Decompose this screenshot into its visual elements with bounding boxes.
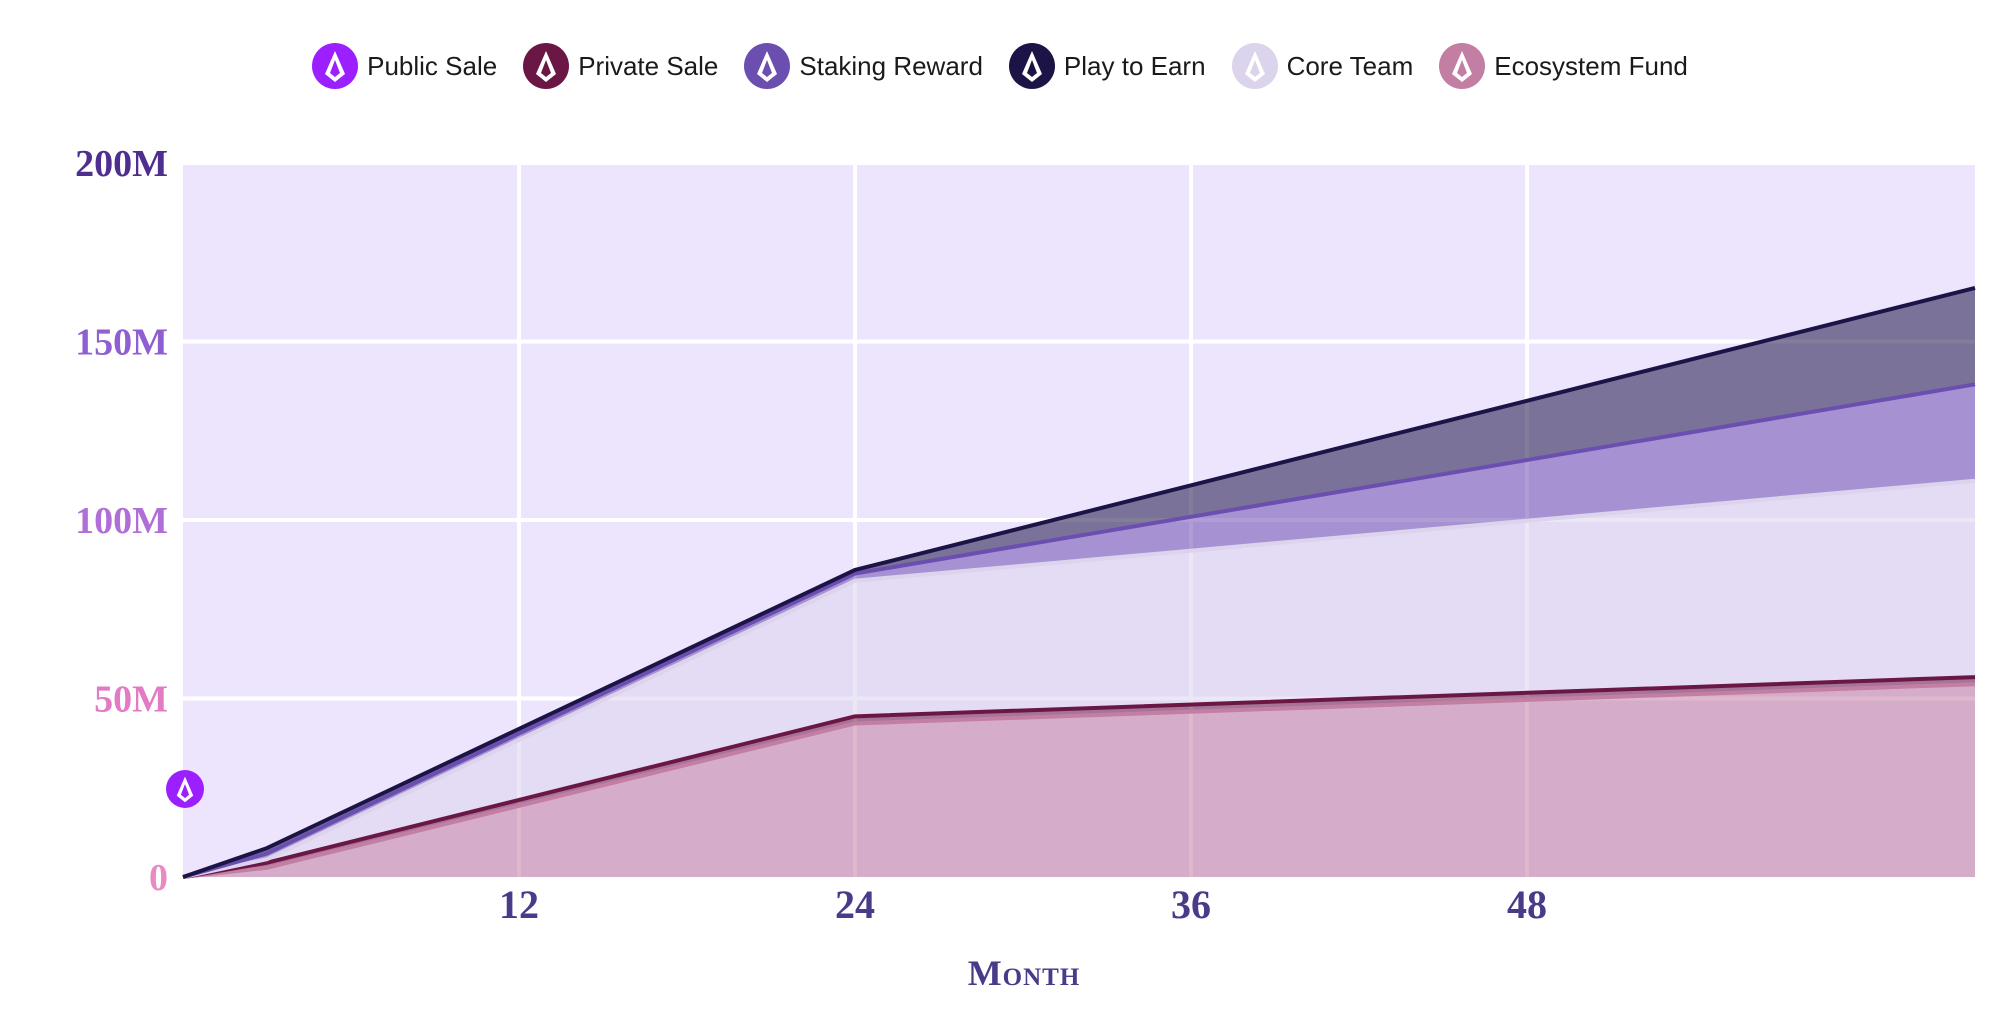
public-sale-marker-icon bbox=[166, 770, 204, 808]
token-glyph-icon bbox=[744, 43, 791, 89]
legend-label: Private Sale bbox=[578, 50, 719, 81]
line-core-team bbox=[182, 478, 1976, 879]
token-badge-icon bbox=[312, 43, 359, 89]
area-ecosystem-fund bbox=[183, 684, 1975, 877]
token-glyph-icon bbox=[523, 43, 570, 89]
x-tick-label: 12 bbox=[499, 882, 539, 927]
token-badge-icon bbox=[1008, 43, 1055, 89]
y-tick-label: 50M bbox=[94, 679, 168, 721]
token-badge-icon bbox=[1439, 43, 1486, 89]
token-glyph-icon bbox=[1008, 43, 1055, 89]
area-play-to-earn bbox=[183, 287, 1975, 877]
x-axis-label: Month bbox=[968, 953, 1081, 993]
x-tick-label: 36 bbox=[1171, 882, 1211, 927]
legend-label: Public Sale bbox=[367, 50, 498, 81]
legend-item-ecosystem-fund: Ecosystem Fund bbox=[1439, 43, 1688, 89]
legend-label: Play to Earn bbox=[1063, 50, 1206, 81]
token-badge-icon bbox=[744, 43, 791, 89]
x-tick-label: 48 bbox=[1507, 882, 1547, 927]
area-staking-reward bbox=[183, 384, 1975, 877]
chart-legend: Public Sale Private Sale Staking Reward Pla… bbox=[0, 38, 2000, 94]
token-glyph-icon bbox=[1231, 43, 1278, 89]
legend-item-public-sale: Public Sale bbox=[312, 43, 497, 89]
legend-label: Staking Reward bbox=[799, 50, 983, 81]
legend-label: Core Team bbox=[1286, 50, 1414, 81]
line-ecosystem-fund bbox=[182, 682, 1976, 879]
legend-item-core-team: Core Team bbox=[1231, 43, 1414, 89]
token-glyph-icon bbox=[1439, 43, 1486, 89]
area-core-team bbox=[183, 480, 1975, 877]
token-badge-icon bbox=[1231, 43, 1278, 89]
legend-item-private-sale: Private Sale bbox=[523, 43, 718, 89]
token-glyph-icon bbox=[312, 43, 359, 89]
line-staking-reward bbox=[182, 382, 1976, 879]
legend-item-staking-reward: Staking Reward bbox=[744, 43, 983, 89]
y-tick-label: 200M bbox=[75, 143, 168, 185]
y-tick-label: 100M bbox=[75, 500, 168, 542]
legend-label: Ecosystem Fund bbox=[1494, 50, 1688, 81]
token-badge-icon bbox=[523, 43, 570, 89]
line-play-to-earn bbox=[182, 286, 1976, 879]
y-tick-label: 150M bbox=[75, 322, 168, 364]
y-tick-label: 0 bbox=[149, 857, 168, 899]
legend-item-play-to-earn: Play to Earn bbox=[1008, 43, 1206, 89]
x-tick-label: 24 bbox=[835, 882, 875, 927]
